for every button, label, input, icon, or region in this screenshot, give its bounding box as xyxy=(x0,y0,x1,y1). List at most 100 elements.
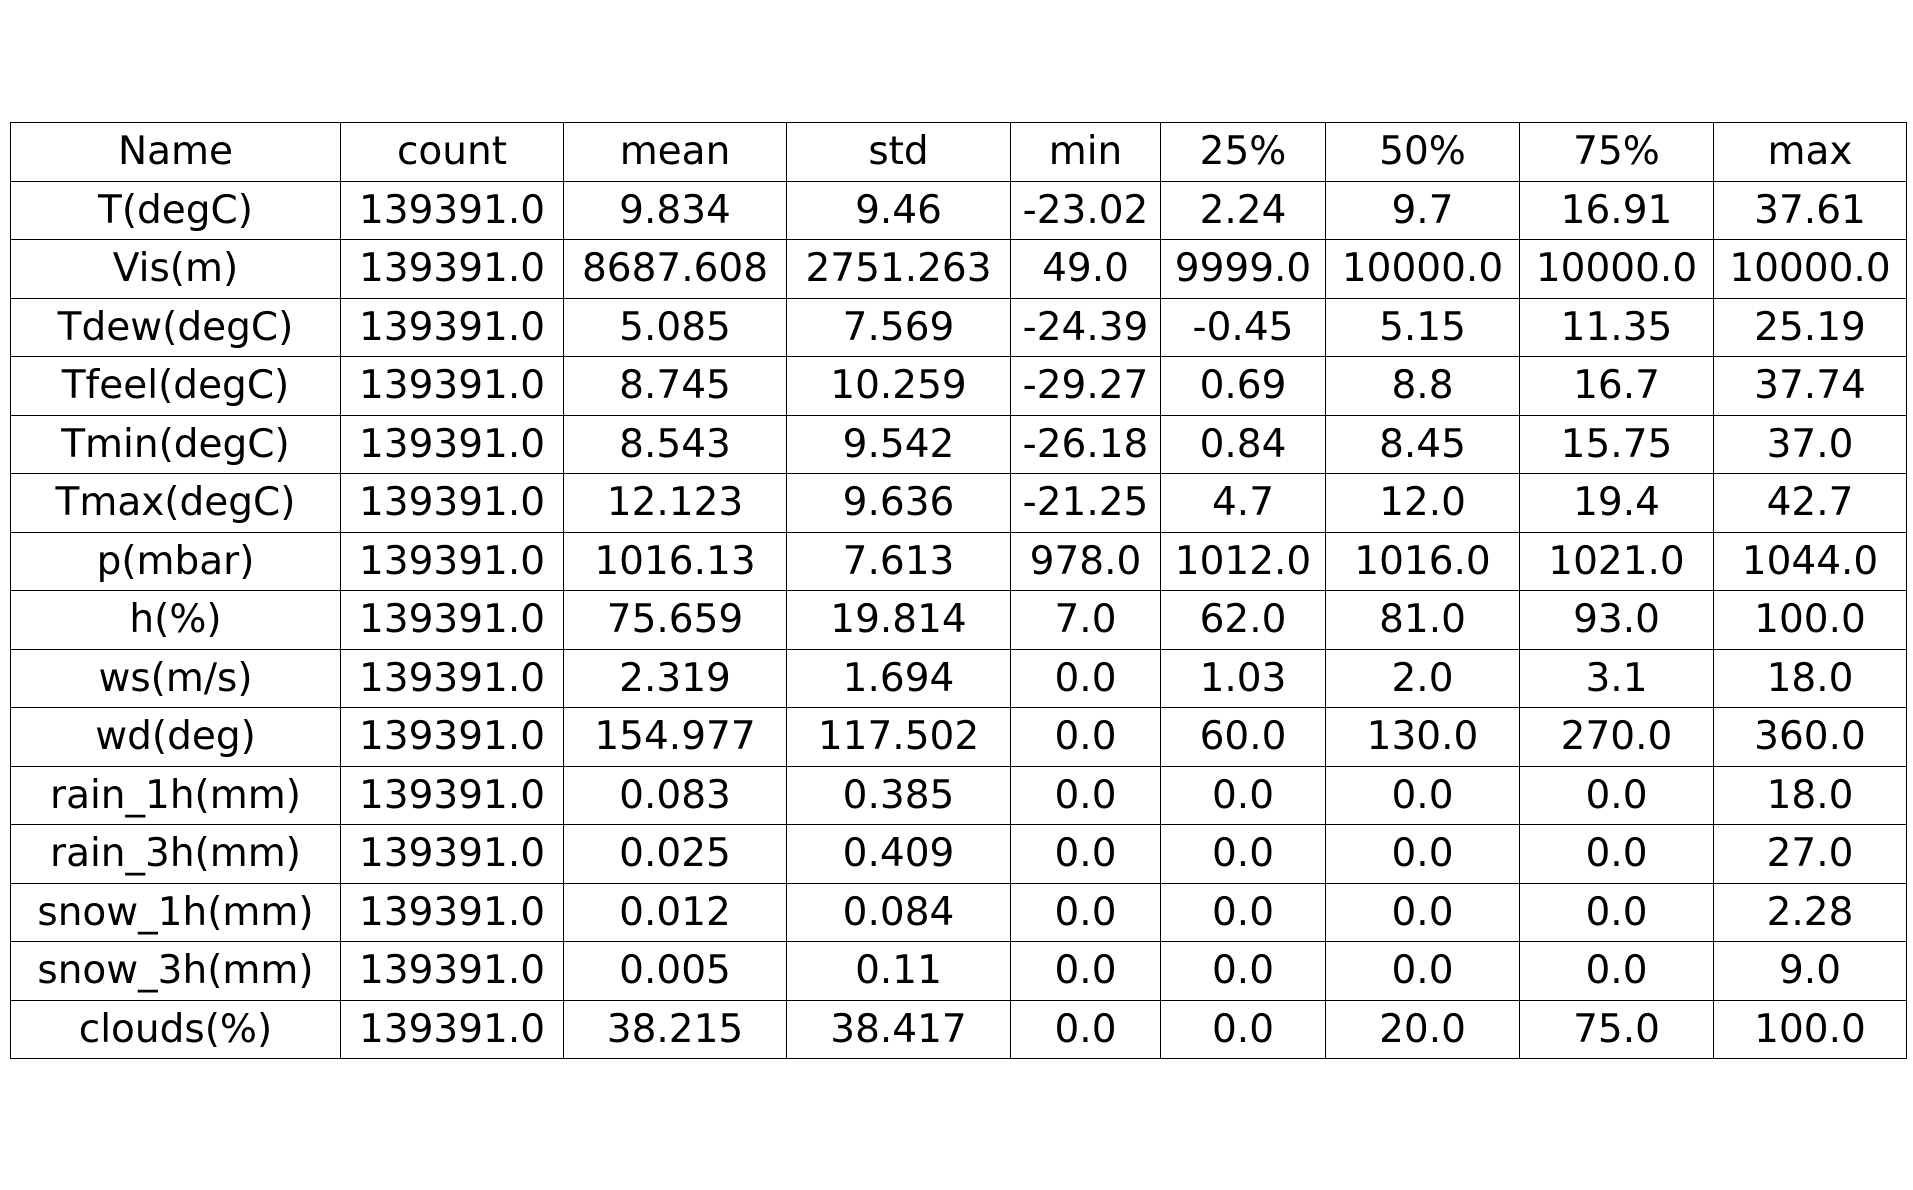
cell-25pct: 0.0 xyxy=(1160,882,1326,942)
cell-name: wd(deg) xyxy=(10,707,341,767)
cell-25pct: 0.0 xyxy=(1160,941,1326,1001)
cell-50pct: 20.0 xyxy=(1325,999,1520,1059)
cell-75pct: 1021.0 xyxy=(1519,531,1714,591)
cell-50pct: 0.0 xyxy=(1325,765,1520,825)
cell-50pct: 8.8 xyxy=(1325,356,1520,416)
cell-min: 0.0 xyxy=(1010,765,1161,825)
cell-name: rain_3h(mm) xyxy=(10,824,341,884)
cell-75pct: 93.0 xyxy=(1519,590,1714,650)
cell-min: 0.0 xyxy=(1010,999,1161,1059)
cell-max: 18.0 xyxy=(1713,648,1907,708)
cell-min: -21.25 xyxy=(1010,473,1161,533)
cell-75pct: 0.0 xyxy=(1519,882,1714,942)
cell-75pct: 3.1 xyxy=(1519,648,1714,708)
cell-name: snow_3h(mm) xyxy=(10,941,341,1001)
cell-25pct: 1012.0 xyxy=(1160,531,1326,591)
cell-25pct: 4.7 xyxy=(1160,473,1326,533)
cell-std: 7.569 xyxy=(786,297,1011,357)
cell-mean: 38.215 xyxy=(563,999,787,1059)
cell-min: 0.0 xyxy=(1010,707,1161,767)
cell-std: 9.46 xyxy=(786,180,1011,240)
cell-mean: 154.977 xyxy=(563,707,787,767)
cell-std: 0.11 xyxy=(786,941,1011,1001)
table-row: T(degC) 139391.0 9.834 9.46 -23.02 2.24 9.7 16.… xyxy=(10,180,1907,240)
cell-count: 139391.0 xyxy=(340,297,564,357)
cell-50pct: 0.0 xyxy=(1325,941,1520,1001)
cell-min: 0.0 xyxy=(1010,882,1161,942)
cell-std: 0.084 xyxy=(786,882,1011,942)
cell-mean: 12.123 xyxy=(563,473,787,533)
table-row: p(mbar) 139391.0 1016.13 7.613 978.0 1012.0 10… xyxy=(10,531,1907,591)
cell-count: 139391.0 xyxy=(340,590,564,650)
cell-count: 139391.0 xyxy=(340,765,564,825)
cell-mean: 5.085 xyxy=(563,297,787,357)
cell-min: -29.27 xyxy=(1010,356,1161,416)
cell-count: 139391.0 xyxy=(340,180,564,240)
column-header-count: count xyxy=(340,122,564,182)
cell-50pct: 5.15 xyxy=(1325,297,1520,357)
cell-max: 37.0 xyxy=(1713,414,1907,474)
cell-75pct: 19.4 xyxy=(1519,473,1714,533)
cell-max: 360.0 xyxy=(1713,707,1907,767)
cell-name: rain_1h(mm) xyxy=(10,765,341,825)
cell-25pct: 0.84 xyxy=(1160,414,1326,474)
cell-25pct: 1.03 xyxy=(1160,648,1326,708)
cell-50pct: 81.0 xyxy=(1325,590,1520,650)
table-row: Vis(m) 139391.0 8687.608 2751.263 49.0 9999.0… xyxy=(10,239,1907,299)
cell-50pct: 0.0 xyxy=(1325,824,1520,884)
cell-name: Tmin(degC) xyxy=(10,414,341,474)
cell-50pct: 9.7 xyxy=(1325,180,1520,240)
table-row: Tmax(degC) 139391.0 12.123 9.636 -21.25 4.7 12… xyxy=(10,473,1907,533)
cell-25pct: 0.0 xyxy=(1160,765,1326,825)
cell-count: 139391.0 xyxy=(340,414,564,474)
cell-75pct: 11.35 xyxy=(1519,297,1714,357)
column-header-std: std xyxy=(786,122,1011,182)
table-row: wd(deg) 139391.0 154.977 117.502 0.0 60.0 130.… xyxy=(10,707,1907,767)
cell-25pct: 60.0 xyxy=(1160,707,1326,767)
cell-std: 9.542 xyxy=(786,414,1011,474)
table-row: rain_3h(mm) 139391.0 0.025 0.409 0.0 0.0 0.0 0.… xyxy=(10,824,1907,884)
statistics-table: Name count mean std min 25% 50% 75% max … xyxy=(10,122,1907,1059)
cell-max: 25.19 xyxy=(1713,297,1907,357)
column-header-name: Name xyxy=(10,122,341,182)
cell-25pct: 0.0 xyxy=(1160,999,1326,1059)
cell-mean: 0.012 xyxy=(563,882,787,942)
cell-std: 0.409 xyxy=(786,824,1011,884)
cell-count: 139391.0 xyxy=(340,648,564,708)
cell-name: snow_1h(mm) xyxy=(10,882,341,942)
cell-min: 0.0 xyxy=(1010,648,1161,708)
cell-max: 37.74 xyxy=(1713,356,1907,416)
cell-name: Tmax(degC) xyxy=(10,473,341,533)
cell-75pct: 0.0 xyxy=(1519,765,1714,825)
column-header-min: min xyxy=(1010,122,1161,182)
cell-50pct: 2.0 xyxy=(1325,648,1520,708)
cell-name: Vis(m) xyxy=(10,239,341,299)
cell-std: 1.694 xyxy=(786,648,1011,708)
cell-max: 100.0 xyxy=(1713,590,1907,650)
cell-75pct: 16.7 xyxy=(1519,356,1714,416)
cell-std: 38.417 xyxy=(786,999,1011,1059)
cell-75pct: 0.0 xyxy=(1519,824,1714,884)
cell-count: 139391.0 xyxy=(340,999,564,1059)
cell-50pct: 1016.0 xyxy=(1325,531,1520,591)
table-row: clouds(%) 139391.0 38.215 38.417 0.0 0.0 20.0 7… xyxy=(10,999,1907,1059)
cell-max: 100.0 xyxy=(1713,999,1907,1059)
cell-25pct: -0.45 xyxy=(1160,297,1326,357)
cell-25pct: 9999.0 xyxy=(1160,239,1326,299)
cell-name: T(degC) xyxy=(10,180,341,240)
cell-50pct: 0.0 xyxy=(1325,882,1520,942)
cell-50pct: 12.0 xyxy=(1325,473,1520,533)
cell-std: 2751.263 xyxy=(786,239,1011,299)
table-row: Tdew(degC) 139391.0 5.085 7.569 -24.39 -0.45 5… xyxy=(10,297,1907,357)
cell-max: 42.7 xyxy=(1713,473,1907,533)
cell-count: 139391.0 xyxy=(340,707,564,767)
table-body: T(degC) 139391.0 9.834 9.46 -23.02 2.24 9.7 16.… xyxy=(10,180,1907,1059)
cell-name: Tfeel(degC) xyxy=(10,356,341,416)
cell-mean: 8687.608 xyxy=(563,239,787,299)
column-header-max: max xyxy=(1713,122,1907,182)
cell-max: 18.0 xyxy=(1713,765,1907,825)
column-header-75pct: 75% xyxy=(1519,122,1714,182)
cell-min: 0.0 xyxy=(1010,941,1161,1001)
cell-name: Tdew(degC) xyxy=(10,297,341,357)
cell-std: 0.385 xyxy=(786,765,1011,825)
